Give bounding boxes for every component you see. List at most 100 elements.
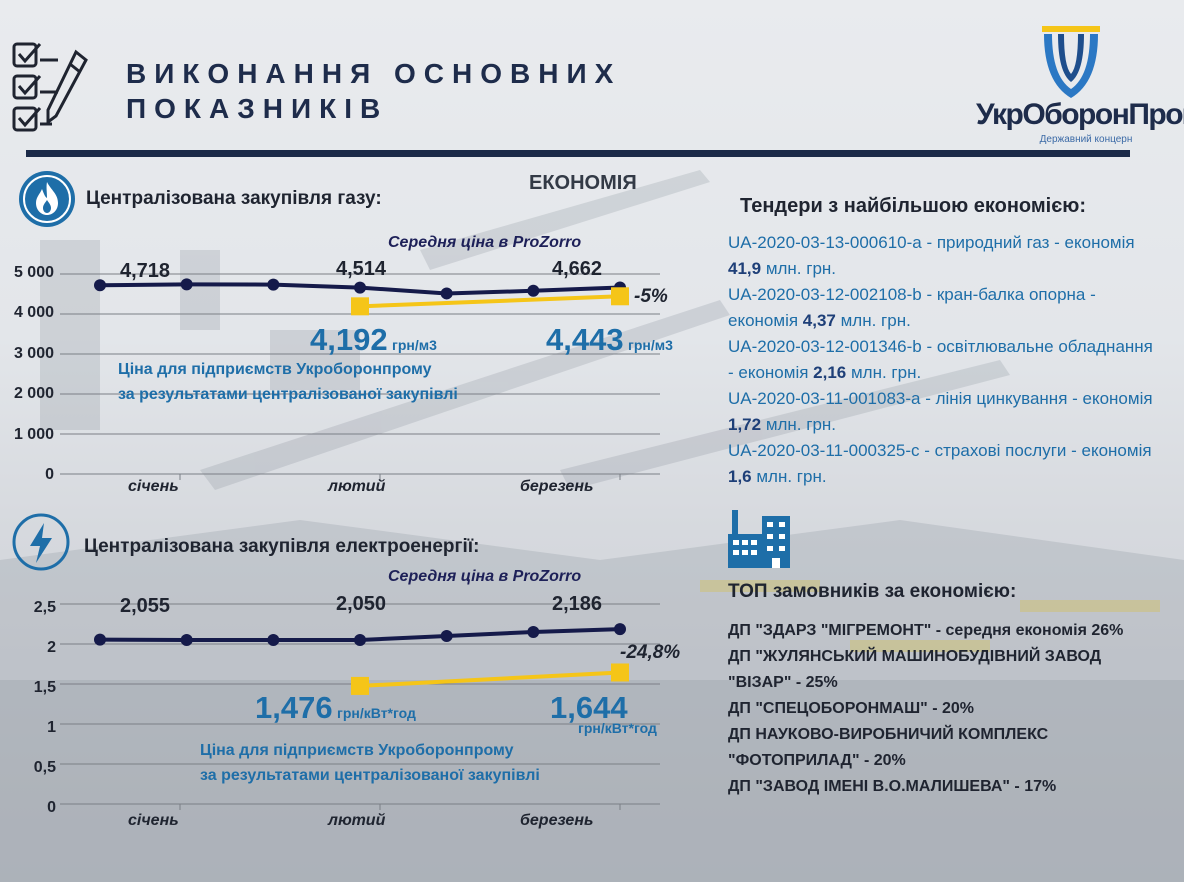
el-ytick: 2,5: [33, 599, 56, 616]
tender-item[interactable]: UA-2020-03-12-002108-b - кран-балка опор…: [728, 282, 1158, 334]
gas-prozorro-point: [267, 278, 280, 291]
el-ytick: 0: [47, 799, 56, 816]
logo-subtitle: Державний концерн: [1039, 134, 1133, 145]
tender-item[interactable]: UA-2020-03-11-000325-c - страхові послуг…: [728, 438, 1158, 490]
top-customer-item: ДП "ЗАВОД ІМЕНІ В.О.МАЛИШЕВА" - 17%: [728, 778, 1057, 795]
economy-label: ЕКОНОМІЯ: [529, 172, 637, 194]
el-ukroboron-line: [359, 670, 621, 688]
el-ukroboron-point: [611, 663, 629, 682]
el-prozorro-point: [440, 630, 453, 642]
el-ukroboron-value-1: 1,476 грн/кВт*год: [255, 690, 416, 726]
tender-suffix: млн. грн.: [835, 311, 911, 330]
gas-prozorro-label: Середня ціна в ProZorro: [388, 234, 582, 251]
el-data-label: 2,055: [120, 595, 171, 617]
top-customer-item: ДП "ЗДАРЗ "МІГРЕМОНТ" - середня економія…: [728, 622, 1124, 639]
gas-note: Ціна для підприємств Укроборонпрому за р…: [118, 357, 458, 407]
el-prozorro-point: [180, 634, 193, 646]
electricity-prozorro-label: Середня ціна в ProZorro: [388, 568, 582, 585]
top-customers-list: ДП "ЗДАРЗ "МІГРЕМОНТ" - середня економія…: [728, 618, 1168, 800]
el-data-label: 2,186: [552, 593, 603, 615]
gas-data-label: 4,718: [120, 260, 171, 282]
gas-prozorro-point: [180, 278, 193, 291]
gas-heading: Централізована закупівля газу:: [86, 188, 382, 209]
el-pct-change: -24,8%: [620, 642, 681, 663]
gas-note-line1: Ціна для підприємств Укроборонпрому: [118, 361, 432, 378]
tender-text: UA-2020-03-13-000610-a - природний газ -…: [728, 233, 1135, 252]
gas-ukroboron-point: [611, 287, 629, 306]
gas-ukroboron-point: [351, 297, 369, 316]
el-value-big: 1,644: [550, 690, 628, 725]
electricity-heading: Централізована закупівля електроенергії:: [84, 536, 480, 557]
el-prozorro-point: [94, 633, 106, 646]
top-customer-item: ДП "СПЕЦОБОРОНМАШ" - 20%: [728, 700, 974, 717]
gas-ytick: 3 000: [13, 345, 54, 362]
electricity-series: [94, 623, 629, 695]
page-title-line2: ПОКАЗНИКІВ: [126, 93, 389, 124]
el-xtick: лютий: [328, 812, 386, 829]
tender-item[interactable]: UA-2020-03-12-001346-b - освітлювальне о…: [728, 334, 1158, 386]
gas-prozorro-point: [354, 281, 366, 294]
tender-amount: 4,37: [802, 311, 836, 330]
el-unit: грн/кВт*год: [578, 720, 657, 736]
el-ytick: 1: [47, 719, 56, 736]
logo-name: УкрОборонПром: [976, 98, 1184, 131]
tender-item[interactable]: UA-2020-03-13-000610-a - природний газ -…: [728, 230, 1158, 282]
el-ukroboron-value-2: 1,644 грн/кВт*год: [550, 690, 680, 736]
tender-suffix: млн. грн.: [761, 259, 837, 278]
gas-ytick: 2 000: [13, 385, 54, 402]
gas-ukroboron-value-2: 4,443 грн/м3: [546, 322, 673, 358]
gas-ukroboron-line: [359, 294, 621, 309]
el-ukroboron-point: [351, 676, 369, 695]
gas-xtick: березень: [520, 478, 594, 495]
tender-text: UA-2020-03-11-001083-a - лінія цинкуванн…: [728, 389, 1153, 408]
factory-building-icon: [728, 510, 790, 568]
gas-ytick: 5 000: [13, 264, 54, 281]
tender-text: UA-2020-03-12-002108-b - кран-балка опор…: [728, 285, 1096, 330]
tender-list: UA-2020-03-13-000610-a - природний газ -…: [728, 230, 1158, 490]
gas-unit: грн/м3: [392, 337, 437, 353]
gas-ytick: 4 000: [13, 304, 54, 321]
flame-icon: [19, 171, 75, 227]
gas-xtick: січень: [128, 478, 179, 495]
lightning-icon: [12, 513, 70, 571]
tender-suffix: млн. грн.: [751, 467, 827, 486]
el-prozorro-point: [354, 634, 366, 646]
top-customer-item: ДП НАУКОВО-ВИРОБНИЧИЙ КОМПЛЕКС "ФОТОПРИЛ…: [728, 726, 1049, 769]
gas-ukroboron-value-1: 4,192 грн/м3: [310, 322, 437, 358]
tender-suffix: млн. грн.: [846, 363, 922, 382]
tender-suffix: млн. грн.: [761, 415, 837, 434]
checklist-with-pen-icon: [12, 42, 88, 132]
gas-series: [94, 278, 629, 316]
gas-chart: [60, 273, 660, 480]
tender-text: UA-2020-03-12-001346-b - освітлювальне о…: [728, 337, 1153, 382]
gas-value-big: 4,443: [546, 322, 624, 357]
tender-amount: 2,16: [813, 363, 847, 382]
gas-xtick: лютий: [328, 478, 386, 495]
gas-data-label: 4,514: [336, 258, 387, 280]
el-note-line2: за результатами централізованої закупівл…: [200, 767, 540, 784]
electricity-chart: [60, 603, 660, 810]
tender-amount: 1,72: [728, 415, 762, 434]
gas-prozorro-point: [527, 284, 540, 297]
gas-pct-change: -5%: [634, 286, 668, 307]
el-prozorro-point: [614, 623, 626, 636]
tender-amount: 41,9: [728, 259, 762, 278]
tender-amount: 1,6: [728, 467, 752, 486]
el-ytick: 2: [47, 639, 56, 656]
el-value-big: 1,476: [255, 690, 333, 725]
ukroboronprom-logo: УкрОборонПром Державний концерн: [976, 22, 1184, 150]
header-divider: [26, 150, 1130, 157]
gas-note-line2: за результатами централізованої закупівл…: [118, 386, 458, 403]
el-note: Ціна для підприємств Укроборонпрому за р…: [200, 738, 540, 788]
page-title: ВИКОНАННЯ ОСНОВНИХ ПОКАЗНИКІВ: [126, 56, 686, 126]
gas-prozorro-point: [94, 279, 106, 292]
gas-ytick: 0: [45, 466, 54, 483]
el-xtick: січень: [128, 812, 179, 829]
page-title-line1: ВИКОНАННЯ ОСНОВНИХ: [126, 58, 622, 89]
top-customers-title: ТОП замовників за економією:: [728, 581, 1017, 602]
el-unit: грн/кВт*год: [337, 705, 416, 721]
el-ytick: 0,5: [33, 759, 56, 776]
el-prozorro-point: [527, 626, 540, 638]
tender-item[interactable]: UA-2020-03-11-001083-a - лінія цинкуванн…: [728, 386, 1158, 438]
